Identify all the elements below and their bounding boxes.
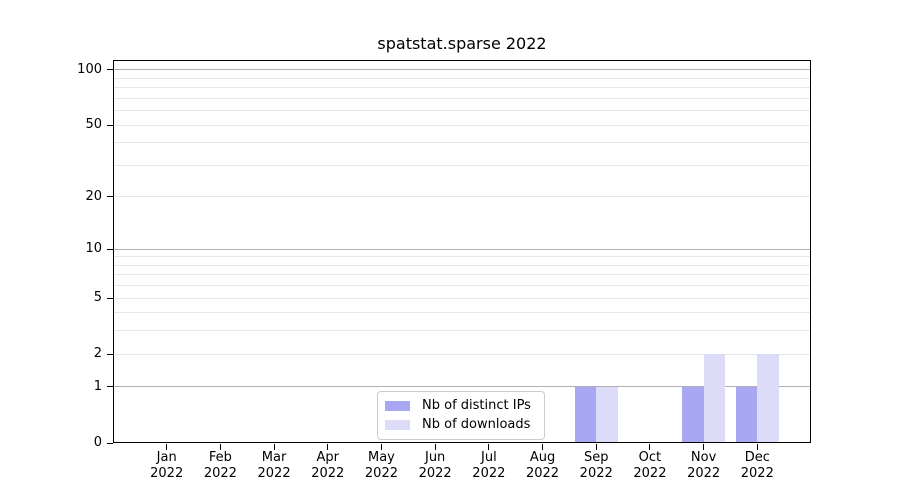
x-tick-label-aug: Aug 2022: [525, 450, 560, 481]
gridline-minor-4: [113, 312, 811, 314]
x-tick-mar: [273, 444, 275, 450]
gridline-major-100: [113, 69, 811, 71]
plot-area: [113, 60, 811, 443]
x-tick-jan: [166, 444, 168, 450]
y-tick-0: [107, 442, 113, 444]
gridline-minor-8: [113, 264, 811, 266]
x-tick-label-sep: Sep 2022: [579, 450, 613, 481]
x-tick-nov: [703, 444, 705, 450]
y-tick-label-10: 10: [85, 241, 102, 257]
gridline-minor-80: [113, 87, 811, 89]
gridline-minor-40: [113, 142, 811, 144]
bar-distinct-ips-dec: [735, 386, 758, 443]
y-tick-20: [107, 196, 113, 198]
x-tick-aug: [542, 444, 544, 450]
gridline-minor-5: [113, 297, 811, 299]
y-tick-label-1: 1: [93, 378, 102, 394]
legend-swatch-distinct-ips: [385, 401, 410, 411]
y-tick-label-20: 20: [85, 188, 102, 204]
legend-label-downloads: Nb of downloads: [422, 417, 531, 432]
y-tick-5: [107, 297, 113, 299]
x-tick-label-mar: Mar 2022: [257, 450, 291, 481]
x-tick-dec: [756, 444, 758, 450]
x-tick-label-jul: Jul 2022: [472, 450, 506, 481]
legend-label-distinct-ips: Nb of distinct IPs: [422, 398, 531, 413]
bar-distinct-ips-sep: [574, 386, 597, 443]
x-tick-sep: [595, 444, 597, 450]
gridline-minor-60: [113, 110, 811, 112]
x-tick-jun: [434, 444, 436, 450]
gridline-minor-90: [113, 77, 811, 79]
gridline-major-10: [113, 248, 811, 250]
y-tick-label-5: 5: [93, 290, 102, 306]
gridline-minor-50: [113, 124, 811, 126]
legend-swatch-downloads: [385, 420, 410, 430]
x-tick-label-oct: Oct 2022: [633, 450, 667, 481]
x-tick-label-nov: Nov 2022: [687, 450, 721, 481]
x-tick-label-may: May 2022: [364, 450, 398, 481]
y-tick-label-100: 100: [77, 61, 102, 77]
x-tick-label-dec: Dec 2022: [740, 450, 774, 481]
x-tick-feb: [219, 444, 221, 450]
gridline-minor-20: [113, 196, 811, 198]
x-tick-apr: [327, 444, 329, 450]
gridline-minor-30: [113, 164, 811, 166]
legend-item-downloads: Nb of downloads: [385, 417, 535, 433]
gridline-minor-7: [113, 274, 811, 276]
x-tick-jul: [488, 444, 490, 450]
y-tick-10: [107, 248, 113, 250]
y-tick-50: [107, 124, 113, 126]
x-tick-oct: [649, 444, 651, 450]
x-tick-label-feb: Feb 2022: [203, 450, 237, 481]
bar-downloads-nov: [703, 354, 726, 443]
gridline-minor-3: [113, 330, 811, 332]
gridline-major-1: [113, 386, 811, 388]
y-tick-label-2: 2: [93, 346, 102, 362]
legend: Nb of distinct IPs Nb of downloads: [377, 391, 545, 440]
bar-distinct-ips-nov: [682, 386, 704, 443]
bar-downloads-sep: [596, 386, 618, 443]
x-tick-label-jun: Jun 2022: [418, 450, 452, 481]
bar-downloads-dec: [757, 354, 779, 443]
gridline-minor-6: [113, 285, 811, 287]
y-tick-label-0: 0: [93, 435, 102, 450]
x-tick-label-apr: Apr 2022: [311, 450, 345, 481]
x-tick-label-jan: Jan 2022: [150, 450, 184, 481]
chart-title: spatstat.sparse 2022: [377, 34, 547, 53]
gridline-minor-2: [113, 353, 811, 355]
gridline-minor-9: [113, 256, 811, 258]
x-tick-may: [380, 444, 382, 450]
legend-item-distinct-ips: Nb of distinct IPs: [385, 398, 535, 414]
y-tick-100: [107, 69, 113, 71]
y-tick-1: [107, 386, 113, 388]
y-tick-2: [107, 353, 113, 355]
y-tick-label-50: 50: [85, 117, 102, 133]
gridline-minor-70: [113, 97, 811, 99]
